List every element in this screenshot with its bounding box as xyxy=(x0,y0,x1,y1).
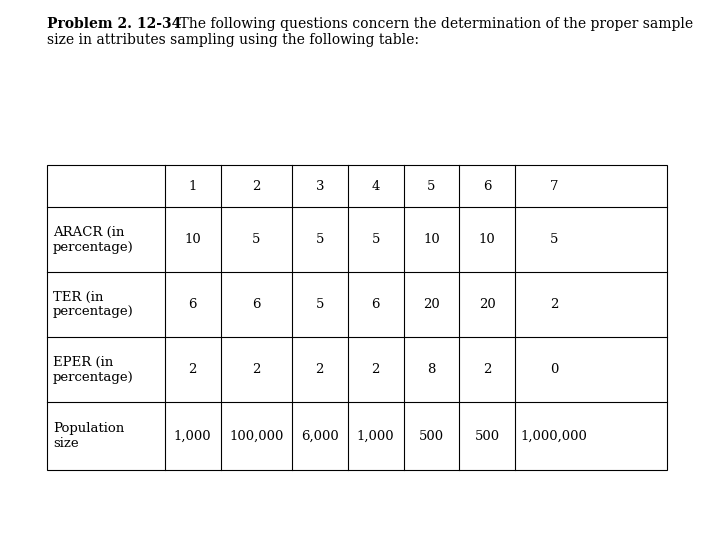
Text: 2: 2 xyxy=(315,363,324,376)
Text: ARACR (in
percentage): ARACR (in percentage) xyxy=(53,226,134,253)
Text: TER (in
percentage): TER (in percentage) xyxy=(53,291,134,319)
Text: 6: 6 xyxy=(189,298,197,311)
Text: 5: 5 xyxy=(315,298,324,311)
Text: 1,000: 1,000 xyxy=(174,429,212,442)
Text: The following questions concern the determination of the proper sample: The following questions concern the dete… xyxy=(162,17,693,31)
Text: 1,000,000: 1,000,000 xyxy=(521,429,588,442)
Text: 2: 2 xyxy=(189,363,197,376)
Text: 5: 5 xyxy=(549,233,558,246)
Text: 6: 6 xyxy=(372,298,380,311)
Text: 8: 8 xyxy=(427,363,436,376)
Text: 3: 3 xyxy=(315,179,324,192)
Text: 10: 10 xyxy=(423,233,440,246)
Text: 6,000: 6,000 xyxy=(301,429,338,442)
Text: 0: 0 xyxy=(549,363,558,376)
Text: 6: 6 xyxy=(252,298,261,311)
Text: 7: 7 xyxy=(549,179,558,192)
Text: 10: 10 xyxy=(479,233,495,246)
Text: 1,000: 1,000 xyxy=(357,429,395,442)
Text: size in attributes sampling using the following table:: size in attributes sampling using the fo… xyxy=(47,33,419,47)
Text: 100,000: 100,000 xyxy=(229,429,284,442)
Text: 4: 4 xyxy=(372,179,379,192)
Text: 20: 20 xyxy=(479,298,495,311)
Text: 2: 2 xyxy=(252,179,261,192)
Text: 2: 2 xyxy=(372,363,379,376)
Text: 20: 20 xyxy=(423,298,440,311)
Text: 2: 2 xyxy=(549,298,558,311)
Text: 500: 500 xyxy=(474,429,500,442)
Text: 5: 5 xyxy=(427,179,436,192)
Text: 2: 2 xyxy=(483,363,491,376)
Text: 2: 2 xyxy=(252,363,261,376)
Text: 500: 500 xyxy=(419,429,444,442)
Bar xyxy=(47,165,667,470)
Text: Population
size: Population size xyxy=(53,422,125,450)
Text: 6: 6 xyxy=(483,179,492,192)
Text: EPER (in
percentage): EPER (in percentage) xyxy=(53,355,134,383)
Text: 5: 5 xyxy=(372,233,379,246)
Text: 5: 5 xyxy=(315,233,324,246)
Text: 5: 5 xyxy=(252,233,261,246)
Text: 1: 1 xyxy=(189,179,197,192)
Text: 10: 10 xyxy=(184,233,201,246)
Text: Problem 2. 12-34: Problem 2. 12-34 xyxy=(47,17,181,31)
